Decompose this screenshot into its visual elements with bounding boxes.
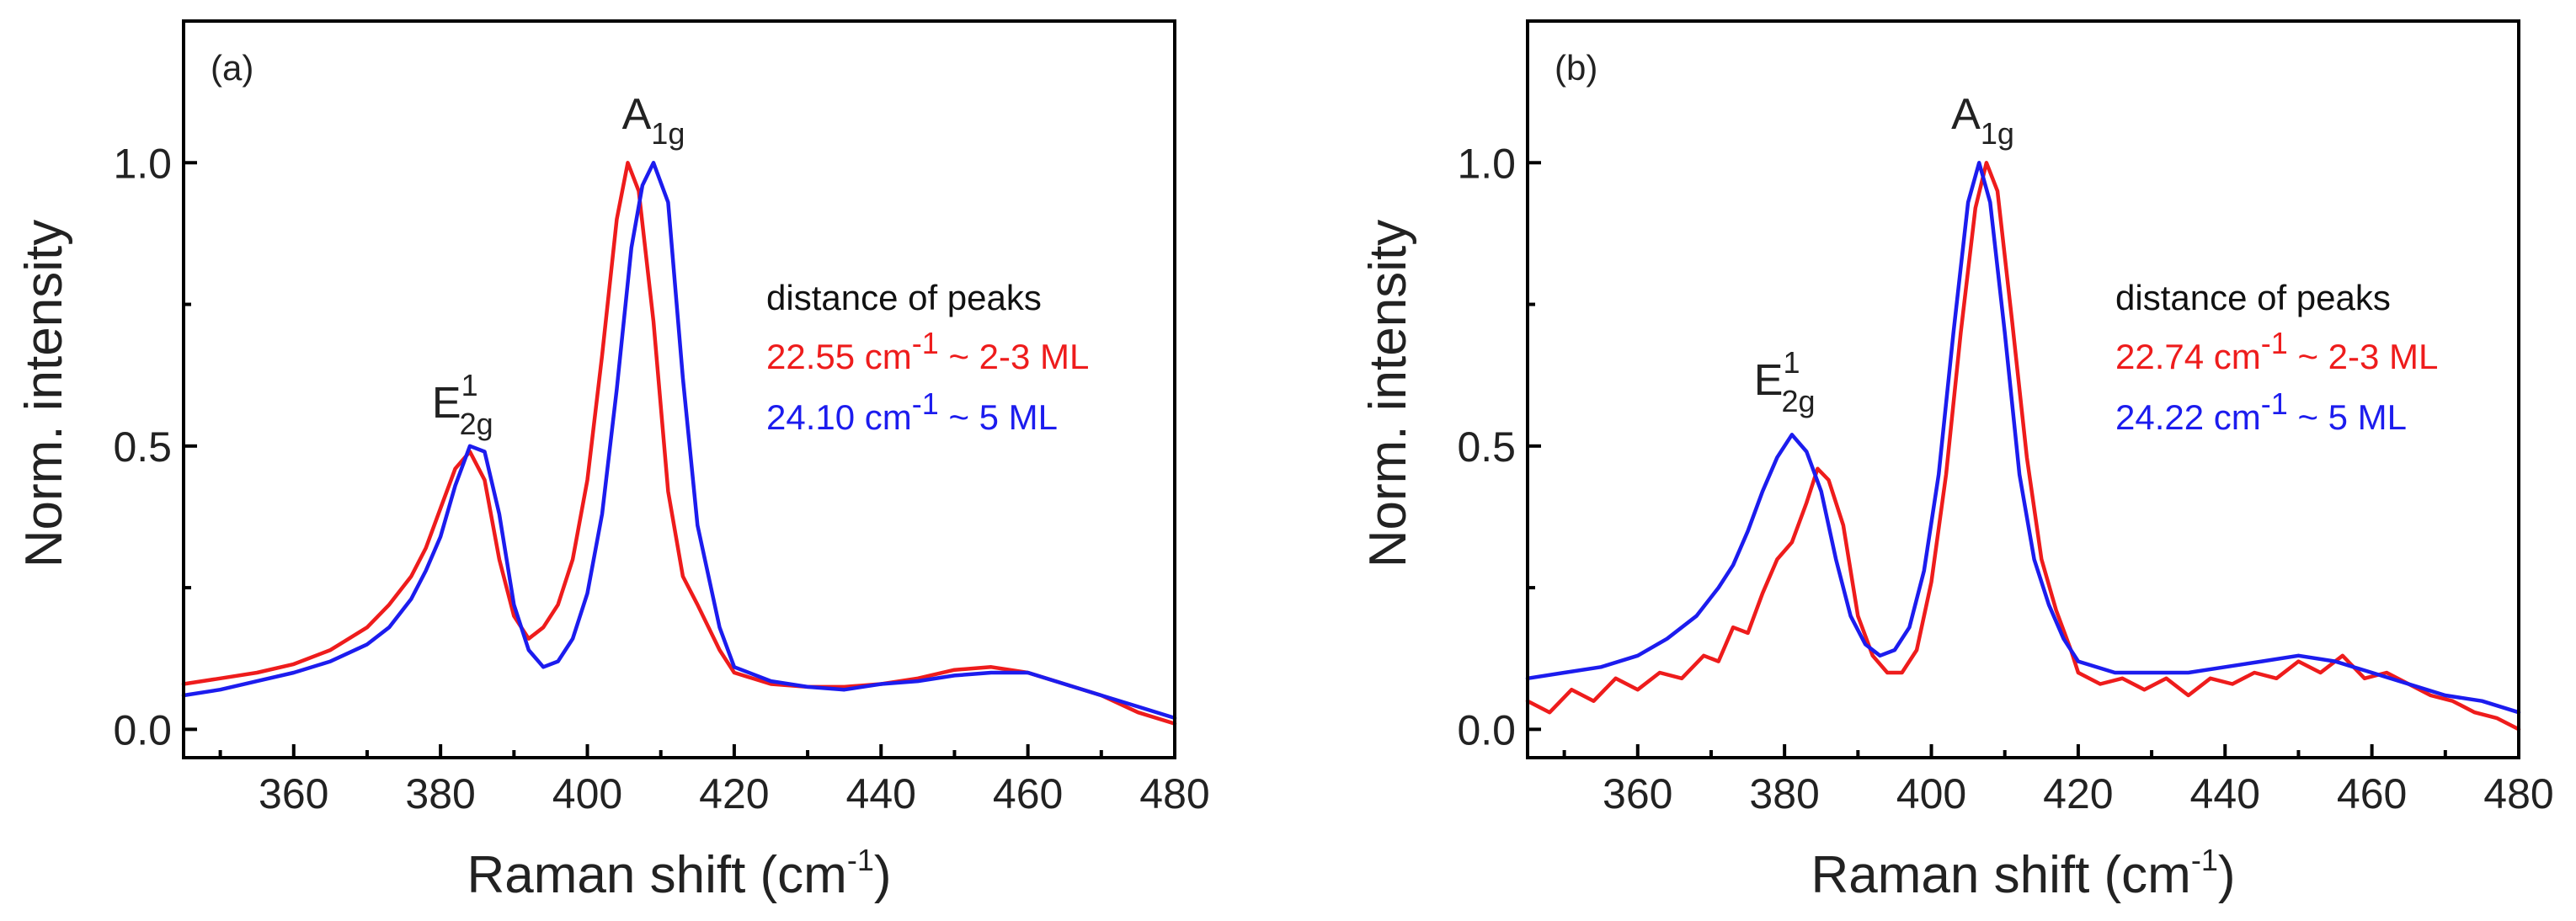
series-layer (1525, 161, 2521, 732)
x-axis-label-text: Raman shift (cm (1811, 846, 2191, 904)
series-line-5-ml (181, 161, 1177, 721)
annotation-unit-sup: -1 (2261, 326, 2288, 360)
y-tick-label: 1.0 (113, 140, 172, 187)
x-axis-label-a: Raman shift (cm-1) (467, 843, 892, 904)
peak-label: A1g (1951, 90, 2014, 151)
annotation-line-red-a: 22.55 cm-1 ~ 2-3 ML (766, 326, 1089, 376)
peak-label-sup: 1 (1783, 345, 1800, 380)
x-axis-label-sup: -1 (2191, 843, 2218, 877)
peak-label-main: E (1754, 356, 1784, 405)
annotation-thickness: ~ 5 ML (2288, 397, 2407, 437)
axis-ticks-b: 360 380 400 420 440 460 480 0.0 0.5 1.0 (1457, 140, 2553, 817)
y-axis-label-b: Norm. intensity (1359, 220, 1417, 567)
annotation-b: distance of peaks 22.74 cm-1 ~ 2-3 ML 24… (2115, 278, 2438, 437)
peak-label-main: E (432, 379, 461, 428)
y-tick-label: 0.5 (113, 423, 172, 471)
series-line-2-3-ml (1525, 161, 2521, 732)
peak-label: E1 2g (432, 368, 493, 441)
peak-labels-b: E1 2g A1g (1754, 90, 2014, 418)
x-tick-label: 380 (1749, 770, 1819, 817)
annotation-line-blue-a: 24.10 cm-1 ~ 5 ML (766, 386, 1058, 437)
x-tick-label: 360 (259, 770, 328, 817)
x-tick-label: 360 (1603, 770, 1672, 817)
annotation-line-blue-b: 24.22 cm-1 ~ 5 ML (2115, 386, 2407, 437)
annotation-value: 24.10 cm (766, 397, 912, 437)
annotation-a: distance of peaks 22.55 cm-1 ~ 2-3 ML 24… (766, 278, 1089, 437)
x-tick-label: 400 (1896, 770, 1966, 817)
x-tick-label: 420 (2043, 770, 2113, 817)
y-tick-label: 0.0 (1457, 706, 1516, 753)
x-axis-label-end: ) (2218, 846, 2236, 904)
x-axis-label-b: Raman shift (cm-1) (1811, 843, 2236, 904)
peak-label-sub: 1g (651, 116, 685, 151)
x-axis-label-sup: -1 (847, 843, 874, 877)
annotation-title-a: distance of peaks (766, 278, 1042, 317)
x-tick-label: 460 (993, 770, 1063, 817)
annotation-value: 24.22 cm (2115, 397, 2261, 437)
x-tick-label: 440 (846, 770, 916, 817)
annotation-unit-sup: -1 (2261, 386, 2288, 421)
x-tick-label: 480 (1139, 770, 1209, 817)
peak-label: E1 2g (1754, 345, 1816, 418)
x-axis-label-end: ) (874, 846, 892, 904)
x-tick-label: 420 (699, 770, 769, 817)
x-tick-label: 400 (552, 770, 622, 817)
y-tick-label: 1.0 (1457, 140, 1516, 187)
x-axis-label-text: Raman shift (cm (467, 846, 847, 904)
y-axis-label-a: Norm. intensity (15, 220, 73, 567)
peak-label-main: A (1951, 90, 1981, 139)
axis-ticks-a: 360 380 400 420 440 460 480 0.0 0.5 1.0 (113, 140, 1209, 817)
panel-a: 360 380 400 420 440 460 480 0.0 0.5 1.0 (a) Norm.… (15, 19, 1210, 904)
series-line-5-ml (1525, 161, 2521, 715)
series-layer (181, 161, 1177, 726)
series-line-2-3-ml (181, 161, 1177, 726)
panel-label-b: (b) (1555, 48, 1597, 88)
peak-labels-a: E1 2g A1g (432, 90, 685, 441)
peak-label-sub: 2g (460, 407, 493, 441)
plot-frame-b (1526, 19, 2520, 759)
annotation-unit-sup: -1 (912, 326, 939, 360)
annotation-value: 22.55 cm (766, 337, 912, 376)
x-tick-label: 440 (2190, 770, 2260, 817)
y-tick-label: 0.0 (113, 706, 172, 753)
panel-label-a: (a) (211, 48, 253, 88)
annotation-thickness: ~ 2-3 ML (939, 337, 1090, 376)
x-tick-label: 480 (2483, 770, 2553, 817)
plot-frame-a (182, 19, 1176, 759)
annotation-line-red-b: 22.74 cm-1 ~ 2-3 ML (2115, 326, 2438, 376)
y-tick-label: 0.5 (1457, 423, 1516, 471)
peak-label-main: A (622, 90, 652, 139)
x-tick-label: 460 (2337, 770, 2407, 817)
peak-label-sub: 1g (1981, 116, 2014, 151)
annotation-title-b: distance of peaks (2115, 278, 2391, 317)
peak-label-sup: 1 (461, 368, 478, 402)
annotation-thickness: ~ 2-3 ML (2288, 337, 2439, 376)
x-tick-label: 380 (405, 770, 475, 817)
annotation-thickness: ~ 5 ML (939, 397, 1058, 437)
peak-label-sub: 2g (1781, 384, 1815, 418)
panel-b: 360 380 400 420 440 460 480 0.0 0.5 1.0 (b) Norm.… (1359, 19, 2554, 904)
peak-label: A1g (622, 90, 685, 151)
annotation-value: 22.74 cm (2115, 337, 2261, 376)
annotation-unit-sup: -1 (912, 386, 939, 421)
